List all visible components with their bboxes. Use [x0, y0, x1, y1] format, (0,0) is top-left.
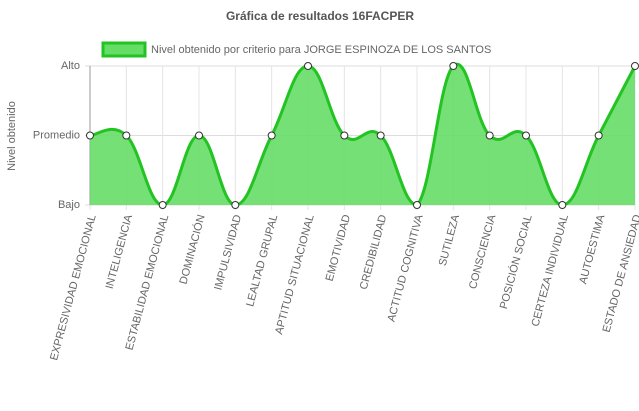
- point: [594, 131, 603, 140]
- point: [558, 201, 567, 209]
- point: [195, 131, 203, 140]
- area: [90, 64, 635, 205]
- x-tick-label: ESTADO DE ANSIEDAD: [601, 213, 639, 333]
- point: [267, 131, 276, 140]
- point: [122, 131, 131, 140]
- point: [631, 62, 639, 70]
- x-tick-label: POSICIÓN SOCIAL: [497, 213, 535, 310]
- x-tick-label: CERTEZA INDIVIDUAL: [530, 213, 571, 328]
- x-tick-label: IMPULSIVIDAD: [212, 213, 244, 291]
- legend-label: Nivel obtenido por criterio para JORGE E…: [151, 44, 491, 56]
- x-tick-label: ESTABILIDAD EMOCIONAL: [124, 213, 172, 351]
- point: [485, 131, 494, 140]
- point: [376, 131, 385, 140]
- x-tick-label: ACTITUD COGNITIVA: [386, 213, 426, 323]
- x-tick-label: LEALTAD GRUPAL: [244, 213, 280, 308]
- line: [89, 62, 637, 207]
- legend-swatch: [101, 41, 147, 58]
- x-tick-label: APTITUD SITUACIONAL: [273, 213, 317, 335]
- x-tick-label: CONSCIENCIA: [467, 213, 499, 291]
- point: [158, 201, 167, 209]
- point: [413, 201, 421, 209]
- point: [304, 62, 312, 70]
- y-tick-label: Bajo: [58, 199, 80, 211]
- point: [231, 201, 240, 209]
- y-tick-label: Promedio: [33, 129, 80, 141]
- chart-title: Gráfica de resultados 16FACPER: [226, 9, 414, 23]
- point: [449, 62, 458, 70]
- x-tick-label: CREDIBILIDAD: [358, 213, 390, 291]
- point: [522, 131, 530, 140]
- point: [340, 131, 349, 140]
- x-tick-label: SUTILEZA: [437, 213, 462, 268]
- y-tick-label: Alto: [61, 60, 80, 72]
- y-axis-label: Nivel obtenido: [6, 101, 18, 171]
- x-tick-label: EXPRESIVIDAD EMOCIONAL: [48, 213, 99, 361]
- point: [86, 131, 94, 140]
- x-tick-label: DOMINACIÓN: [177, 213, 208, 285]
- x-tick-label: INTELIGENCIA: [104, 213, 136, 291]
- x-tick-label: EMOTIVIDAD: [324, 213, 353, 282]
- x-tick-label: AUTOESTIMA: [577, 213, 607, 286]
